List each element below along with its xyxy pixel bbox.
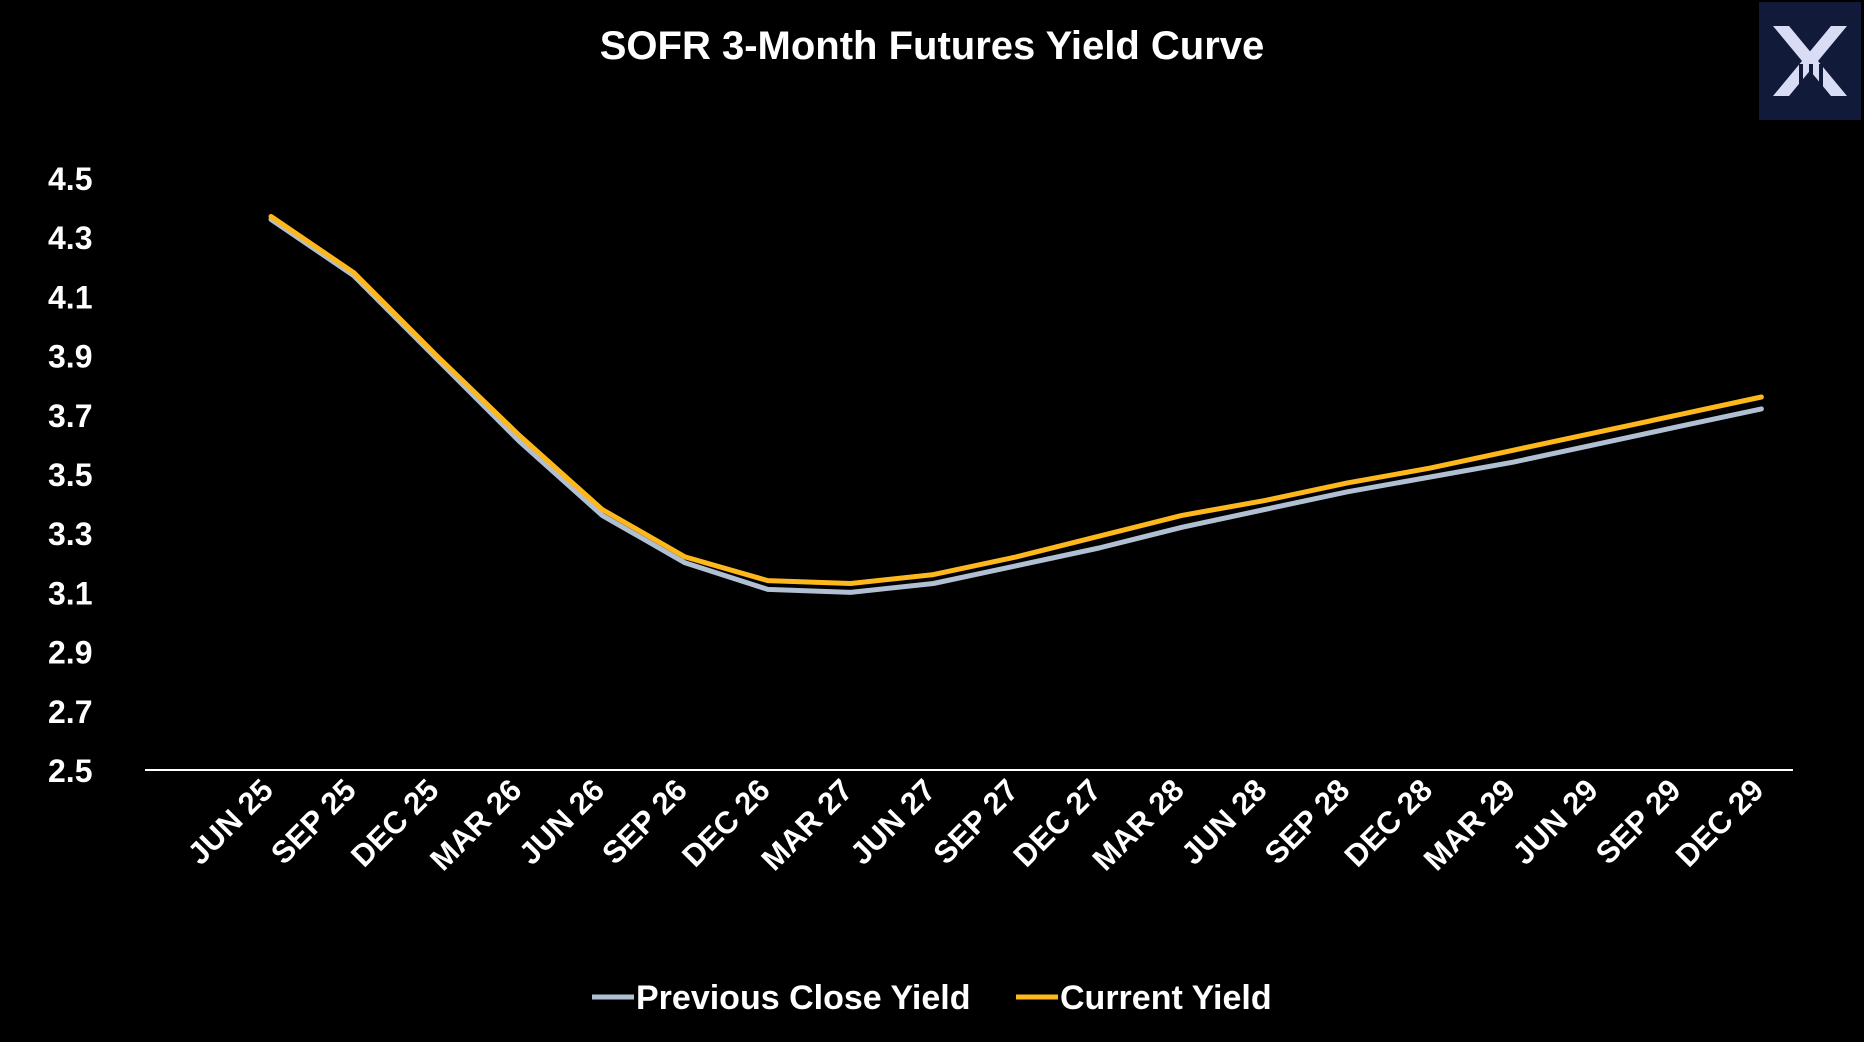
x-tick-label: JUN 25 (181, 772, 280, 871)
y-tick-label: 3.1 (48, 575, 92, 611)
x-tick-label: MAR 26 (423, 772, 528, 877)
y-axis-tick-labels: 4.5 4.3 4.1 3.9 3.7 3.5 3.3 3.1 2.9 2.7 2.5 (48, 161, 92, 789)
y-tick-label: 2.7 (48, 694, 92, 730)
x-tick-label: DEC 29 (1669, 772, 1771, 874)
series-line-current-yield (268, 214, 1764, 586)
y-tick-label: 4.5 (48, 161, 92, 197)
x-tick-label: JUN 27 (843, 772, 942, 871)
series-lines (268, 214, 1764, 595)
y-tick-label: 3.7 (48, 398, 92, 434)
x-tick-label: SEP 29 (1589, 772, 1688, 871)
x-tick-label: MAR 27 (754, 772, 859, 877)
y-tick-label: 4.3 (48, 220, 92, 256)
y-tick-label: 3.9 (48, 339, 92, 375)
x-tick-label: JUN 26 (512, 772, 611, 871)
y-tick-label: 3.3 (48, 516, 92, 552)
series-line-previous-close-yield (268, 216, 1764, 595)
x-brand-logo-icon (1773, 26, 1847, 96)
legend: Previous Close Yield Current Yield (592, 979, 1272, 1017)
brand-logo (1759, 2, 1861, 120)
x-tick-label: SEP 27 (926, 772, 1025, 871)
x-tick-label: JUN 28 (1174, 772, 1273, 871)
x-tick-label: SEP 25 (264, 772, 363, 871)
x-tick-label: MAR 28 (1086, 772, 1191, 877)
y-tick-label: 3.5 (48, 457, 92, 493)
y-tick-label: 2.5 (48, 753, 92, 789)
chart-title: SOFR 3-Month Futures Yield Curve (600, 24, 1265, 68)
y-tick-label: 4.1 (48, 279, 92, 315)
x-tick-label: SEP 26 (595, 772, 694, 871)
legend-label: Current Yield (1060, 979, 1272, 1017)
x-tick-label: JUN 29 (1506, 772, 1605, 871)
x-tick-label: MAR 29 (1417, 772, 1522, 877)
legend-label: Previous Close Yield (636, 979, 970, 1017)
x-tick-label: SEP 28 (1258, 772, 1357, 871)
y-tick-label: 2.9 (48, 635, 92, 671)
